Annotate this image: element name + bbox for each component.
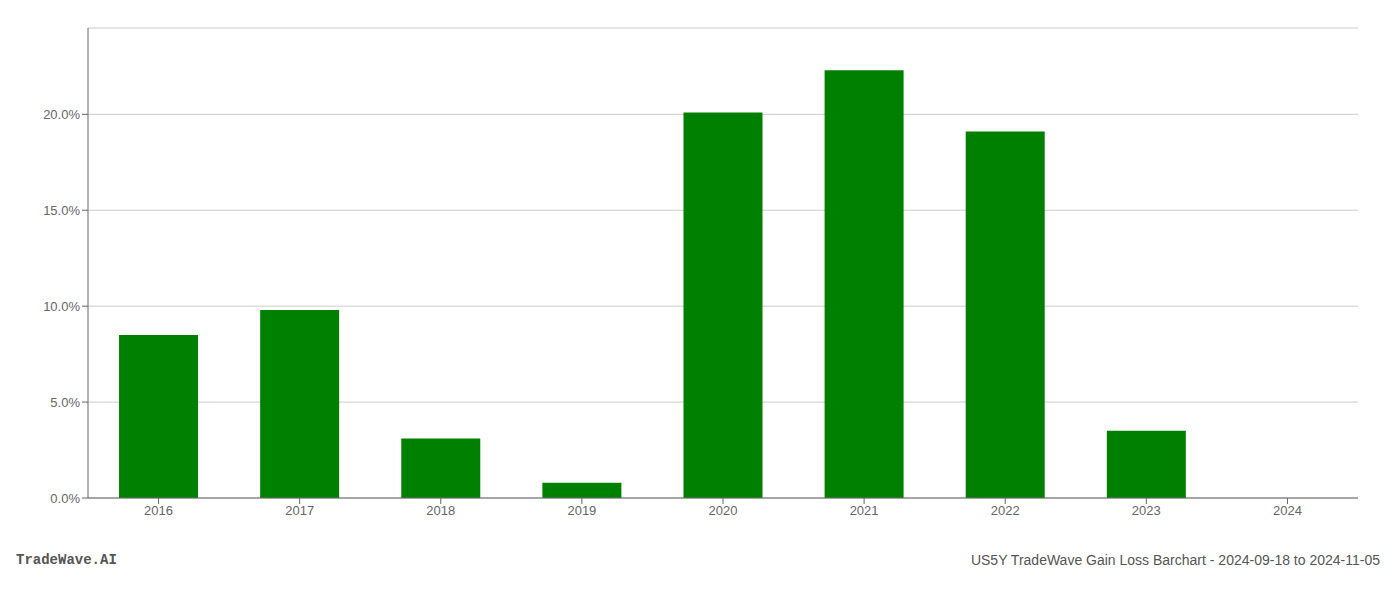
svg-text:20.0%: 20.0% [43,107,80,122]
svg-text:10.0%: 10.0% [43,299,80,314]
svg-text:2019: 2019 [567,503,596,518]
svg-text:0.0%: 0.0% [50,491,80,506]
svg-text:2022: 2022 [991,503,1020,518]
svg-text:2018: 2018 [426,503,455,518]
svg-text:2017: 2017 [285,503,314,518]
svg-text:2016: 2016 [144,503,173,518]
html-text:TradeWave.AI: TradeWave.AI [16,552,117,568]
html-text:US5Y TradeWave Gain Loss Barch: US5Y TradeWave Gain Loss Barchart - 2024… [970,552,1380,568]
svg-text:2023: 2023 [1132,503,1161,518]
svg-text:5.0%: 5.0% [50,395,80,410]
svg-text:2024: 2024 [1273,503,1302,518]
svg-text:15.0%: 15.0% [43,203,80,218]
svg-text:2021: 2021 [850,503,879,518]
svg-text:2020: 2020 [709,503,738,518]
